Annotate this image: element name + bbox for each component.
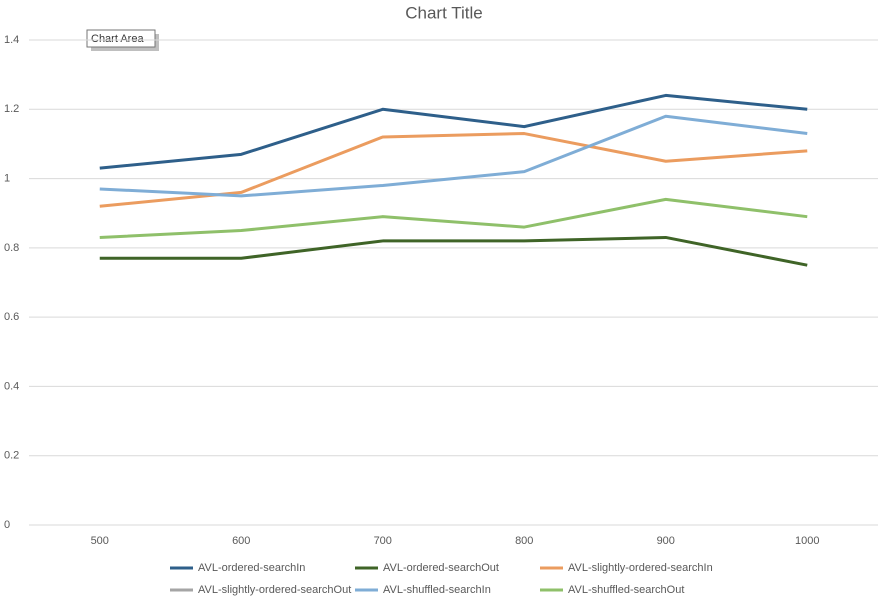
x-tick-label: 600 (232, 535, 250, 547)
series-line (99, 197, 808, 239)
y-tick-label: 0.8 (4, 242, 19, 254)
legend-label: AVL-shuffled-searchIn (383, 584, 491, 596)
y-tick-label: 0.4 (4, 380, 19, 392)
series-line (99, 235, 808, 267)
y-tick-label: 1.4 (4, 34, 19, 46)
y-tick-label: 0 (4, 519, 10, 531)
series-line (99, 93, 808, 170)
x-tick-label: 900 (657, 535, 675, 547)
x-tick-label: 800 (515, 535, 533, 547)
legend-label: AVL-ordered-searchIn (198, 562, 305, 574)
y-tick-label: 1 (4, 172, 10, 184)
legend-label: AVL-ordered-searchOut (383, 562, 499, 574)
chart-title: Chart Title (405, 3, 482, 22)
series-line (99, 114, 808, 198)
legend-label: AVL-slightly-ordered-searchIn (568, 562, 713, 574)
legend-label: AVL-shuffled-searchOut (568, 584, 684, 596)
x-tick-label: 500 (91, 535, 109, 547)
y-tick-label: 0.2 (4, 450, 19, 462)
tooltip-box (86, 29, 156, 48)
legend-label: AVL-slightly-ordered-searchOut (198, 584, 351, 596)
y-tick-label: 0.6 (4, 311, 19, 323)
tooltip: Chart Area (86, 29, 159, 51)
x-tick-label: 1000 (795, 535, 819, 547)
x-tick-label: 700 (374, 535, 392, 547)
tooltip-text: Chart Area (91, 33, 144, 45)
y-tick-label: 1.2 (4, 103, 19, 115)
